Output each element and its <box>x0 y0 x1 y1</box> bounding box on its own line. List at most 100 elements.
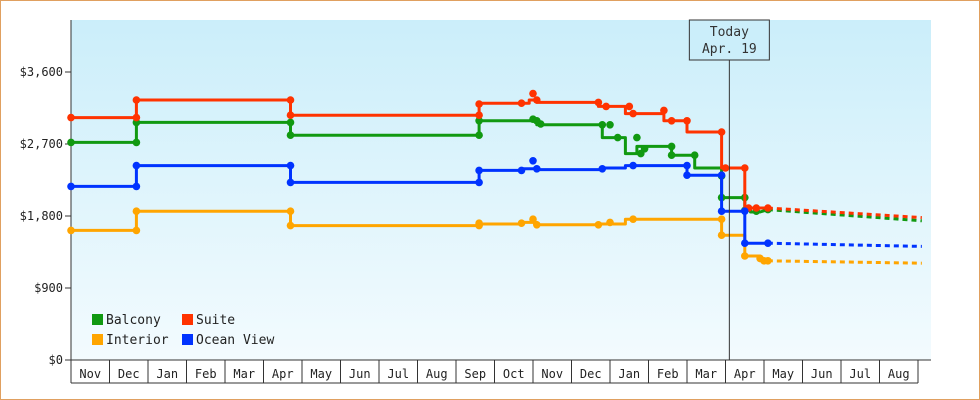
legend-swatch <box>182 314 193 325</box>
data-point <box>764 204 772 212</box>
legend-swatch <box>92 334 103 345</box>
data-point <box>633 133 641 142</box>
data-point <box>606 121 614 129</box>
data-point <box>717 128 726 136</box>
series-line <box>71 164 768 245</box>
data-point <box>67 226 75 235</box>
x-tick-label: Feb <box>195 367 217 381</box>
x-tick-label: May <box>772 367 794 381</box>
data-point <box>533 221 541 229</box>
data-point <box>640 145 649 153</box>
data-point <box>683 117 691 125</box>
x-tick-label: Sep <box>464 367 486 381</box>
data-point <box>286 118 295 127</box>
data-point <box>629 161 637 170</box>
plot-area <box>71 20 931 360</box>
today-callout <box>688 19 770 61</box>
x-tick-label: Jul <box>849 367 871 381</box>
data-point <box>667 151 676 159</box>
legend: Balcony Suite Interior Ocean View <box>92 313 274 348</box>
data-point <box>286 207 295 215</box>
x-tick-label: Aug <box>888 367 910 381</box>
data-point <box>475 178 483 187</box>
data-point <box>683 161 691 170</box>
legend-label: Balcony <box>106 313 161 328</box>
data-point <box>475 117 483 125</box>
today-date: Apr. 19 <box>702 42 757 57</box>
data-point <box>286 131 295 139</box>
data-point <box>286 178 295 187</box>
data-point <box>683 171 691 179</box>
y-tick-label: $1,800 <box>20 209 63 223</box>
data-point <box>517 166 526 175</box>
x-tick-label: Jan <box>618 367 640 381</box>
data-point <box>667 117 676 125</box>
x-tick-label: Oct <box>503 367 525 381</box>
data-point <box>67 182 75 191</box>
x-tick-label: Feb <box>657 367 679 381</box>
data-point <box>132 138 141 147</box>
data-point <box>717 215 726 223</box>
y-tick-label: $2,700 <box>20 137 63 151</box>
data-point <box>286 111 295 119</box>
legend-swatch <box>92 314 103 325</box>
today-label: Today <box>710 25 749 40</box>
x-tick-label: May <box>310 367 332 381</box>
data-point <box>67 138 75 147</box>
legend-swatch <box>182 334 193 345</box>
y-tick-label: $900 <box>34 281 63 295</box>
x-tick-label: Mar <box>233 367 255 381</box>
data-point <box>475 131 483 139</box>
x-tick-label: Jul <box>387 367 409 381</box>
data-point <box>606 218 614 227</box>
legend-label: Suite <box>196 313 235 328</box>
data-point <box>721 164 730 172</box>
data-point <box>741 239 749 247</box>
data-point <box>529 89 537 98</box>
x-tick-label: Dec <box>580 367 602 381</box>
data-point <box>717 207 726 215</box>
data-point <box>741 207 749 215</box>
data-point <box>533 96 541 104</box>
x-tick-label: Dec <box>118 367 140 381</box>
data-point <box>286 161 295 170</box>
forecast-line <box>767 241 922 248</box>
x-tick-label: Jan <box>156 367 178 381</box>
y-tick-label: $0 <box>49 353 63 367</box>
data-point <box>286 96 295 104</box>
forecast-line <box>767 259 922 265</box>
data-point <box>529 215 537 223</box>
legend-label: Interior <box>106 333 169 348</box>
data-point <box>717 171 726 179</box>
data-point <box>67 113 75 122</box>
data-point <box>475 111 483 119</box>
data-point <box>598 165 607 173</box>
data-point <box>132 161 141 170</box>
data-point <box>690 151 699 159</box>
data-point <box>132 96 141 104</box>
legend-label: Ocean View <box>196 333 274 348</box>
data-point <box>533 165 541 173</box>
data-point <box>741 164 749 172</box>
data-point <box>517 219 526 227</box>
data-point <box>741 252 749 260</box>
data-point <box>764 239 772 247</box>
data-point <box>613 133 622 142</box>
data-point <box>594 98 603 107</box>
y-tick-label: $3,600 <box>20 65 63 79</box>
x-tick-label: Apr <box>734 367 756 381</box>
data-point <box>625 102 634 111</box>
x-tick-label: Jun <box>349 367 371 381</box>
data-point <box>132 226 141 235</box>
data-point <box>629 215 637 223</box>
data-point <box>598 121 607 129</box>
data-point <box>660 106 668 115</box>
x-tick-label: Aug <box>426 367 448 381</box>
data-point <box>517 99 526 107</box>
forecast-line <box>767 206 922 220</box>
data-point <box>667 142 676 151</box>
data-point <box>594 221 603 229</box>
data-point <box>475 166 483 175</box>
x-tick-label: Jun <box>811 367 833 381</box>
